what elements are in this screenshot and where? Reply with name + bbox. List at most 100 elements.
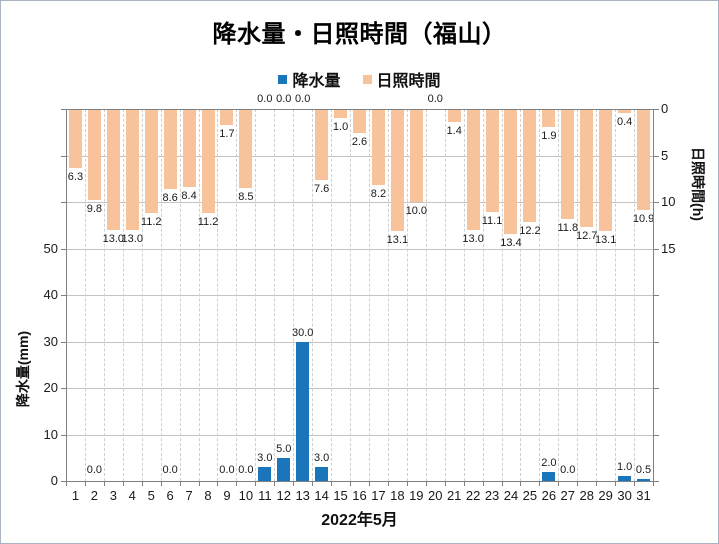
sunshine-bar <box>580 109 594 228</box>
x-axis-tick <box>653 482 654 486</box>
data-label: 11.2 <box>140 216 162 229</box>
data-label: 8.5 <box>238 191 254 204</box>
v-gridline <box>160 109 162 481</box>
h-gridline <box>66 202 653 203</box>
x-axis-tick <box>179 482 181 486</box>
v-gridline <box>350 109 352 481</box>
v-gridline <box>217 109 219 481</box>
data-label: 0.5 <box>635 463 652 476</box>
legend-item-precipitation: 降水量 <box>278 67 341 91</box>
data-label: 10.0 <box>405 205 428 217</box>
data-label: 3.0 <box>313 452 330 465</box>
sunshine-bar <box>504 109 518 234</box>
data-label: 0.0 <box>86 464 103 476</box>
data-label: 9.8 <box>86 203 103 216</box>
sunshine-bar <box>485 109 499 213</box>
sunshine-bar <box>409 109 423 202</box>
x-axis-tick <box>236 482 238 486</box>
axis-line-right <box>653 109 654 482</box>
sunshine-bar <box>353 109 366 134</box>
data-label: 0.4 <box>616 115 633 128</box>
data-label: 1.4 <box>446 125 462 138</box>
sunshine-bar <box>220 109 234 125</box>
right-axis-tick <box>654 388 659 389</box>
sunshine-bar <box>599 109 613 231</box>
precipitation-bar <box>277 457 291 481</box>
x-axis-label: 18 <box>390 488 405 503</box>
data-label: 13.0 <box>121 232 143 245</box>
h-gridline <box>66 434 653 436</box>
x-axis-label: 19 <box>409 488 424 503</box>
data-label: 0.0 <box>560 464 576 476</box>
v-gridline <box>463 109 465 481</box>
data-label: 1.0 <box>616 461 633 474</box>
v-gridline <box>198 109 200 481</box>
axis-line-bottom <box>66 481 653 482</box>
x-axis-tick <box>577 482 579 486</box>
data-label: 13.0 <box>102 232 125 245</box>
sunshine-bar <box>315 109 329 180</box>
legend-marker-sunshine <box>362 74 372 84</box>
x-axis-tick <box>103 482 105 486</box>
left-axis-tick-label: 50 <box>43 240 58 256</box>
x-axis-tick <box>482 482 484 486</box>
data-label: 1.7 <box>219 127 235 140</box>
x-axis-label: 23 <box>484 488 500 503</box>
h-gridline <box>66 388 653 389</box>
x-axis-tick <box>312 482 314 486</box>
v-gridline <box>84 109 86 481</box>
data-label: 30.0 <box>291 326 314 339</box>
data-label: 0.0 <box>295 93 311 105</box>
left-axis-tick <box>61 434 66 436</box>
data-label: 5.0 <box>276 442 292 455</box>
sunshine-bar <box>466 109 480 230</box>
v-gridline <box>236 109 238 481</box>
data-label: 10.9 <box>632 213 655 226</box>
x-axis-tick <box>615 482 617 486</box>
legend-marker-precipitation <box>278 74 288 84</box>
v-gridline <box>122 109 124 481</box>
x-axis-label: 1 <box>71 488 80 503</box>
x-axis-tick <box>141 482 143 486</box>
x-axis-tick <box>66 482 67 486</box>
x-axis-label: 7 <box>185 488 193 503</box>
v-gridline <box>634 109 636 481</box>
data-label: 11.8 <box>557 221 579 234</box>
axis-line-top <box>66 109 653 110</box>
left-axis-tick <box>61 388 66 389</box>
data-label: 2.6 <box>351 136 368 149</box>
x-axis-label: 5 <box>147 488 155 503</box>
sunshine-bar <box>637 109 651 211</box>
chart-legend: 降水量 日照時間 <box>1 67 718 91</box>
v-gridline <box>387 109 389 481</box>
x-axis-tick <box>387 482 389 486</box>
sunshine-bar <box>561 109 575 219</box>
v-gridline <box>312 109 314 481</box>
data-label: 1.0 <box>332 121 349 134</box>
v-gridline <box>577 109 579 481</box>
left-axis-tick <box>61 295 66 296</box>
data-label: 3.0 <box>257 452 273 465</box>
right-axis-tick <box>654 341 659 343</box>
right-axis-tick <box>654 481 659 482</box>
data-label: 13.0 <box>462 232 484 245</box>
axis-line-left <box>66 109 67 481</box>
x-axis-tick <box>255 482 257 486</box>
legend-label-sunshine: 日照時間 <box>376 73 441 90</box>
data-label: 11.2 <box>197 216 219 229</box>
left-axis-tick <box>61 155 66 157</box>
x-axis-tick <box>84 482 86 486</box>
x-axis-label: 10 <box>238 488 254 503</box>
left-axis-tick <box>61 248 66 250</box>
v-gridline <box>293 109 295 481</box>
left-axis-tick <box>61 109 66 110</box>
sunshine-bar <box>87 109 101 201</box>
data-label: 0.0 <box>162 464 178 476</box>
right-axis-tick <box>654 248 659 250</box>
x-axis-label: 6 <box>166 488 174 503</box>
x-axis-title: 2022年5月 <box>321 512 398 529</box>
v-gridline <box>501 109 503 481</box>
v-gridline <box>255 109 257 481</box>
